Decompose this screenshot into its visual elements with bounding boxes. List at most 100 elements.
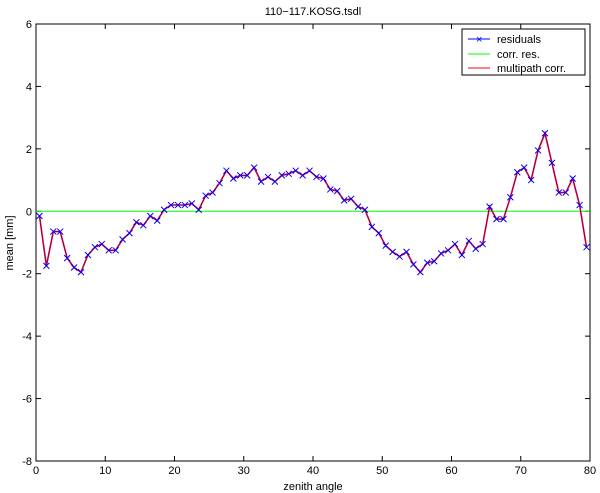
residual-point	[56, 228, 64, 235]
x-tick-label: 0	[33, 465, 39, 477]
residuals-line	[39, 132, 587, 273]
residual-point	[216, 179, 223, 187]
residual-point	[250, 164, 258, 171]
residual-point	[84, 251, 92, 259]
residual-point	[500, 215, 507, 223]
y-tick-label: -4	[22, 331, 32, 343]
y-tick-label: -2	[22, 269, 32, 281]
residual-point	[195, 206, 203, 214]
residual-point	[36, 212, 43, 220]
residual-point	[292, 167, 300, 175]
residual-point	[91, 243, 99, 251]
residual-point	[451, 240, 459, 248]
residual-point	[562, 189, 570, 196]
residual-point	[520, 164, 528, 171]
residual-point	[465, 237, 473, 245]
residual-point	[423, 259, 431, 267]
residual-point	[43, 262, 50, 270]
residual-point	[486, 203, 493, 210]
residual-point	[347, 195, 355, 203]
residual-point	[583, 243, 590, 251]
residual-point	[202, 192, 210, 200]
residual-point	[320, 175, 327, 182]
residual-point	[375, 229, 383, 237]
x-tick-label: 40	[307, 465, 319, 477]
x-tick-label: 30	[238, 465, 250, 477]
residual-point	[299, 172, 306, 179]
residual-point	[306, 167, 313, 175]
residual-point	[181, 201, 189, 209]
residual-point	[361, 206, 369, 214]
residual-point	[285, 170, 293, 178]
residual-point	[396, 253, 403, 260]
chart-title: 110−117.KOSG.tsdl	[265, 6, 362, 18]
y-tick-label: 6	[26, 19, 32, 31]
residual-point	[534, 147, 542, 154]
residual-point	[458, 251, 466, 259]
residual-point	[576, 201, 583, 209]
residual-point	[368, 223, 376, 231]
y-tick-label: 4	[26, 81, 32, 93]
residual-point	[444, 246, 452, 254]
residual-point	[209, 189, 216, 196]
residual-point	[479, 240, 487, 248]
residual-point	[416, 268, 424, 276]
residual-point	[410, 260, 417, 268]
residual-point	[98, 240, 106, 248]
residual-point	[236, 172, 244, 179]
residual-point	[70, 264, 78, 271]
legend-multipath-corr: multipath corr.	[497, 63, 566, 75]
x-axis-label: zenith angle	[283, 481, 342, 493]
y-tick-label: 2	[26, 144, 32, 156]
x-tick-label: 80	[584, 465, 596, 477]
residual-point	[493, 215, 500, 223]
residual-point	[555, 189, 563, 196]
residual-point	[160, 206, 168, 214]
residual-point	[126, 229, 133, 237]
residual-point	[146, 212, 154, 220]
residual-point	[472, 245, 480, 253]
x-tick-label: 20	[168, 465, 180, 477]
legend-residuals: residuals	[497, 34, 542, 46]
residual-point	[243, 172, 251, 179]
multipath-corr-line	[38, 130, 588, 274]
residual-point	[139, 221, 147, 229]
x-tick-label: 10	[99, 465, 111, 477]
legend: × residuals corr. res. multipath corr.	[461, 28, 586, 76]
residual-point	[257, 178, 265, 185]
residual-point	[49, 228, 57, 235]
y-axis-label: mean [mm]	[4, 215, 16, 270]
residual-point	[403, 248, 410, 256]
residual-point	[278, 172, 286, 179]
residual-point	[382, 242, 390, 249]
residual-point	[271, 178, 279, 185]
residual-point	[527, 176, 535, 184]
svg-text:×: ×	[476, 34, 482, 46]
residual-point	[230, 175, 237, 182]
residual-point	[153, 217, 161, 225]
y-tick-label: -8	[22, 456, 32, 468]
residual-point	[77, 268, 85, 276]
y-tick-label: 0	[26, 206, 32, 218]
residual-point	[167, 201, 175, 209]
x-tick-label: 70	[515, 465, 527, 477]
residual-point	[430, 257, 438, 265]
residual-point	[264, 173, 272, 181]
residual-point	[174, 201, 182, 209]
residual-point	[340, 197, 348, 204]
legend-corr-res: corr. res.	[497, 49, 540, 61]
residual-point	[548, 159, 556, 167]
y-tick-label: -6	[22, 394, 32, 406]
residual-point	[541, 129, 549, 137]
residual-point	[63, 254, 71, 262]
residual-point	[112, 246, 119, 254]
residual-point	[437, 250, 445, 257]
residual-point	[513, 168, 521, 176]
residual-point	[119, 236, 126, 243]
residual-point	[389, 248, 396, 256]
residual-point	[188, 200, 196, 207]
x-tick-label: 50	[376, 465, 388, 477]
residual-point	[223, 167, 230, 175]
residual-point	[507, 193, 514, 201]
